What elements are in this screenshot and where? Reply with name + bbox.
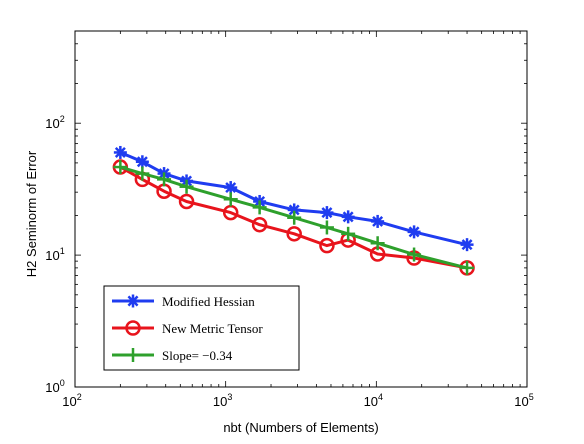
data-point xyxy=(319,237,335,254)
asterisk-stroke xyxy=(342,211,354,223)
data-point xyxy=(286,226,302,242)
y-tick-label: 102 xyxy=(45,114,64,131)
legend-marker xyxy=(125,320,141,336)
data-point xyxy=(252,200,267,215)
asterisk-stroke xyxy=(372,215,384,227)
data-point xyxy=(407,225,421,239)
series-2 xyxy=(113,160,475,275)
legend: Modified Hessian New Metric Tensor Slope= … xyxy=(103,285,300,371)
asterisk-stroke xyxy=(461,239,473,251)
data-point xyxy=(319,220,334,235)
data-point xyxy=(135,166,150,181)
x-tick-label: 105 xyxy=(514,392,533,409)
data-point xyxy=(135,155,149,169)
x-axis-title: nbt (Numbers of Elements) xyxy=(223,420,378,435)
asterisk-stroke xyxy=(114,146,126,158)
asterisk-stroke xyxy=(321,207,333,219)
asterisk-stroke xyxy=(225,182,237,194)
data-point xyxy=(179,179,194,194)
legend-label: Slope= −0.34 xyxy=(162,348,233,363)
legend-marker xyxy=(126,348,140,362)
legend-label: Modified Hessian xyxy=(162,294,255,309)
data-point xyxy=(341,226,356,241)
data-point xyxy=(460,260,475,275)
legend-label: New Metric Tensor xyxy=(162,321,263,336)
data-point xyxy=(407,247,422,262)
data-point xyxy=(287,210,302,225)
asterisk-stroke xyxy=(136,156,148,168)
asterisk-stroke xyxy=(127,295,139,307)
data-point xyxy=(370,236,385,251)
axis-ticks xyxy=(74,30,527,388)
data-point xyxy=(371,214,385,228)
data-point xyxy=(251,216,268,233)
data-point xyxy=(224,181,238,195)
data-point xyxy=(113,145,127,159)
asterisk-stroke xyxy=(288,204,300,216)
legend-entry: Slope= −0.34 xyxy=(112,348,233,363)
y-axis-title: H2 Seminorm of Error xyxy=(24,150,39,277)
asterisk-stroke xyxy=(408,226,420,238)
y-tick-label: 100 xyxy=(45,378,64,395)
x-tick-label: 104 xyxy=(364,392,383,409)
legend-entry: New Metric Tensor xyxy=(112,320,263,336)
data-point xyxy=(460,238,474,252)
data-point xyxy=(113,160,128,175)
data-point xyxy=(320,206,334,220)
data-point xyxy=(223,192,238,207)
data-point xyxy=(287,203,301,217)
data-point xyxy=(157,172,172,187)
data-point xyxy=(341,210,355,224)
y-tick-label: 101 xyxy=(45,246,64,263)
x-tick-label: 102 xyxy=(62,392,81,409)
legend-entry: Modified Hessian xyxy=(112,294,255,309)
legend-marker xyxy=(126,294,140,308)
data-point xyxy=(178,193,195,210)
x-tick-label: 103 xyxy=(213,392,232,409)
